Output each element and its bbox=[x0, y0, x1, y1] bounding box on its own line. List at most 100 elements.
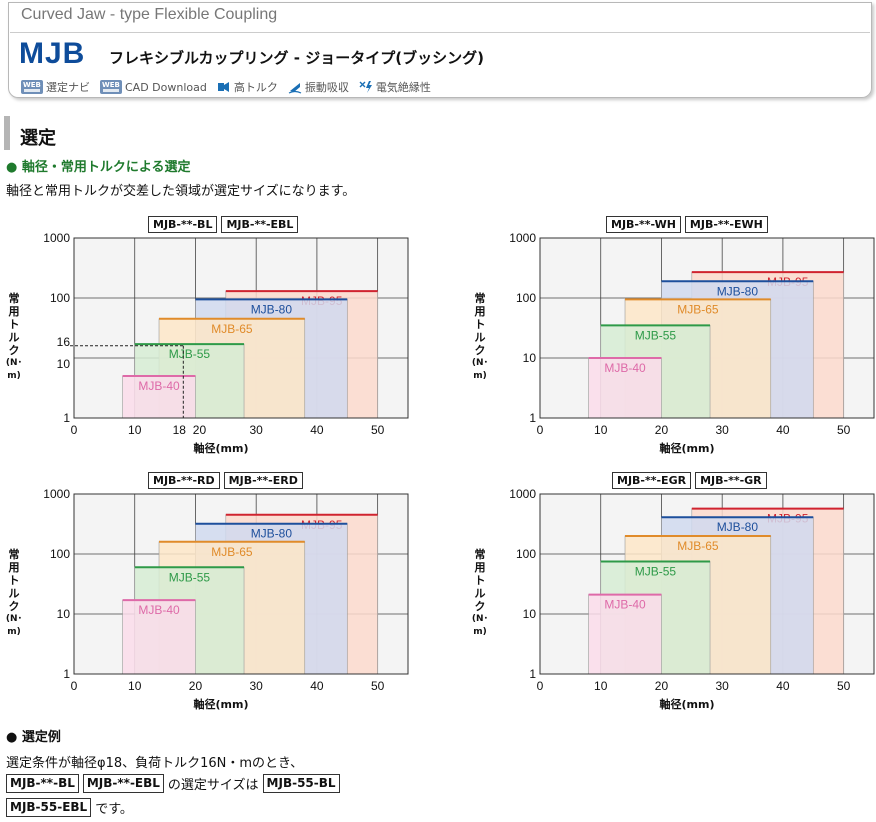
x-tick-label: 10 bbox=[594, 423, 608, 437]
example-end-text: です。 bbox=[95, 802, 133, 817]
y-tick-label: 10 bbox=[57, 607, 71, 621]
series-label-mjb-55: MJB-55 bbox=[635, 328, 677, 342]
y-tick-label: 1000 bbox=[509, 487, 536, 501]
x-axis-label: 軸径(mm) bbox=[194, 441, 249, 455]
x-tick-label: 50 bbox=[837, 423, 851, 437]
chart-2-tags: MJB-**-WH MJB-**-EWH bbox=[606, 216, 768, 233]
cad-download-link[interactable]: WEB CAD Download bbox=[100, 80, 207, 94]
series-label-mjb-65: MJB-65 bbox=[677, 539, 719, 553]
chart-3-tag: MJB-**-ERD bbox=[223, 472, 303, 489]
range-mjb-40 bbox=[588, 594, 662, 675]
y-tick-label: 1000 bbox=[43, 487, 70, 501]
example-series-tag: MJB-**-BL bbox=[6, 774, 79, 793]
example-result-tag: MJB-55-BL bbox=[262, 774, 340, 793]
x-tick-label: 10 bbox=[594, 679, 608, 693]
chart-1-ylabel: 常用トルク (N･m) bbox=[5, 292, 23, 381]
series-label-mjb-80: MJB-80 bbox=[717, 284, 759, 298]
x-tick-label: 30 bbox=[716, 423, 730, 437]
x-tick-label: 50 bbox=[371, 679, 385, 693]
selection-description: 軸径と常用トルクが交差した領域が選定サイズになります。 bbox=[6, 184, 356, 199]
chart-3-ylabel: 常用トルク (N･m) bbox=[5, 548, 23, 637]
x-tick-label: 20 bbox=[193, 423, 207, 437]
chart-1-tag: MJB-**-EBL bbox=[221, 216, 299, 233]
chart-2-ylabel: 常用トルク (N･m) bbox=[471, 292, 489, 381]
plot-frame bbox=[539, 237, 875, 419]
example-line-3: MJB-55-EBL です。 bbox=[6, 798, 133, 817]
y-tick-label: 1 bbox=[63, 667, 70, 681]
series-label-mjb-55: MJB-55 bbox=[169, 570, 211, 584]
feature-vibration-absorb: 振動吸収 bbox=[288, 79, 349, 95]
section-accent-bar bbox=[4, 116, 10, 150]
vibration-absorb-label: 振動吸収 bbox=[304, 81, 349, 94]
web-badge-icon: WEB bbox=[21, 80, 43, 94]
y-tick-label: 10 bbox=[523, 351, 537, 365]
series-label-mjb-40: MJB-40 bbox=[138, 379, 180, 393]
example-line-2: MJB-**-BL MJB-**-EBL の選定サイズは MJB-55-BL bbox=[6, 774, 340, 793]
product-title-jp: フレキシブルカップリング - ジョータイプ(ブッシング) bbox=[109, 49, 484, 67]
chart-4-tags: MJB-**-EGR MJB-**-GR bbox=[612, 472, 767, 489]
x-tick-label: 50 bbox=[371, 423, 385, 437]
x-tick-label: 0 bbox=[71, 679, 78, 693]
series-label-mjb-65: MJB-65 bbox=[211, 322, 253, 336]
example-line-1: 選定条件が軸径φ18、負荷トルク16N・mのとき、 bbox=[6, 752, 303, 771]
selection-navi-label: 選定ナビ bbox=[46, 81, 90, 94]
y-tick-label: 10 bbox=[57, 357, 71, 371]
y-tick-label: 1 bbox=[529, 411, 536, 425]
x-axis-label: 軸径(mm) bbox=[194, 697, 249, 711]
x-tick-label: 40 bbox=[310, 423, 324, 437]
plot-frame bbox=[539, 493, 875, 675]
chart-3-rd-erd: MJB-95MJB-80MJB-65MJB-55MJB-401101001000… bbox=[43, 487, 409, 711]
x-tick-label: 50 bbox=[837, 679, 851, 693]
plot-frame bbox=[73, 493, 409, 675]
section-title: 選定 bbox=[20, 128, 56, 149]
feature-electric-insulation: 電気絶縁性 bbox=[359, 79, 431, 95]
electric-insulation-icon bbox=[359, 81, 372, 93]
series-label-mjb-40: MJB-40 bbox=[604, 361, 646, 375]
chart-2-wh-ewh: MJB-95MJB-80MJB-65MJB-55MJB-401101001000… bbox=[509, 231, 875, 455]
x-tick-label: 18 bbox=[173, 423, 187, 437]
web-badge-icon: WEB bbox=[100, 80, 122, 94]
series-label-mjb-40: MJB-40 bbox=[604, 598, 646, 612]
series-label-mjb-55: MJB-55 bbox=[635, 564, 677, 578]
chart-2-tag: MJB-**-EWH bbox=[684, 216, 768, 233]
x-tick-label: 10 bbox=[128, 423, 142, 437]
product-subtitle: Curved Jaw - type Flexible Coupling bbox=[21, 6, 278, 23]
example-mid-text: の選定サイズは bbox=[167, 778, 259, 793]
plot-frame bbox=[73, 237, 409, 419]
selection-navi-link[interactable]: WEB 選定ナビ bbox=[21, 79, 90, 95]
series-label-mjb-80: MJB-80 bbox=[251, 527, 293, 541]
series-label-mjb-80: MJB-80 bbox=[251, 302, 293, 316]
y-tick-label: 1000 bbox=[43, 231, 70, 245]
y-tick-label: 100 bbox=[50, 547, 70, 561]
x-axis-label: 軸径(mm) bbox=[660, 697, 715, 711]
series-label-mjb-65: MJB-65 bbox=[677, 302, 719, 316]
vibration-absorb-icon bbox=[288, 83, 302, 94]
range-mjb-40 bbox=[122, 599, 196, 675]
y-tick-label: 100 bbox=[516, 291, 536, 305]
example-result-tag: MJB-55-EBL bbox=[6, 798, 92, 817]
example-condition-text: 選定条件が軸径φ18、負荷トルク16N・mのとき、 bbox=[6, 756, 304, 771]
range-mjb-40 bbox=[588, 357, 662, 419]
example-heading: ● 選定例 bbox=[6, 730, 61, 745]
chart-4-tag: MJB-**-EGR bbox=[612, 472, 692, 489]
chart-4-egr-gr: MJB-95MJB-80MJB-65MJB-55MJB-401101001000… bbox=[509, 487, 875, 711]
chart-3-tag: MJB-**-RD bbox=[148, 472, 220, 489]
selection-subheading: ● 軸径・常用トルクによる選定 bbox=[6, 160, 191, 175]
x-tick-label: 10 bbox=[128, 679, 142, 693]
example-series-tag: MJB-**-EBL bbox=[82, 774, 164, 793]
y-tick-label: 100 bbox=[516, 547, 536, 561]
x-tick-label: 20 bbox=[655, 423, 669, 437]
header-divider bbox=[10, 32, 870, 33]
y-tick-label: 100 bbox=[50, 291, 70, 305]
x-tick-label: 0 bbox=[71, 423, 78, 437]
series-label-mjb-55: MJB-55 bbox=[169, 347, 211, 361]
chart-3-tags: MJB-**-RD MJB-**-ERD bbox=[148, 472, 303, 489]
electric-insulation-label: 電気絶縁性 bbox=[375, 81, 431, 94]
product-header: Curved Jaw - type Flexible Coupling MJB … bbox=[8, 2, 872, 98]
y-tick-label: 1000 bbox=[509, 231, 536, 245]
high-torque-label: 高トルク bbox=[233, 81, 278, 94]
y-tick-label: 1 bbox=[529, 667, 536, 681]
x-tick-label: 0 bbox=[537, 423, 544, 437]
chart-1-tags: MJB-**-BL MJB-**-EBL bbox=[148, 216, 299, 233]
series-label-mjb-80: MJB-80 bbox=[717, 520, 759, 534]
